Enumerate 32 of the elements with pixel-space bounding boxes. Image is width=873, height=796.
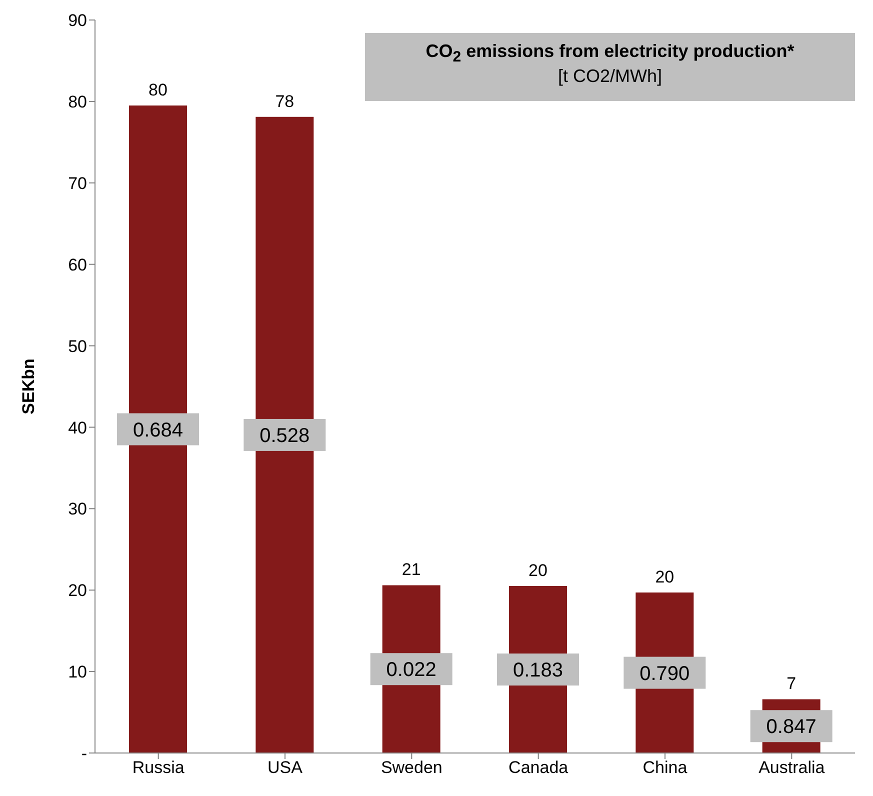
data-label: 7 bbox=[786, 674, 796, 694]
annotation: CO$_{2}$ emissions from electricity production* bbox=[424, 41, 796, 66]
y-tick-label: 60 bbox=[68, 255, 87, 274]
y-tick-label: - bbox=[81, 744, 87, 764]
y-tick-label: 50 bbox=[68, 336, 87, 356]
y-tick-label: 70 bbox=[68, 174, 87, 193]
x-tick-label: Sweden bbox=[380, 758, 442, 778]
note-box: CO$_{2}$ emissions from electricity production* [t CO2/MWh] bbox=[365, 33, 855, 101]
annotation: 0.684 bbox=[132, 419, 184, 442]
data-label: 20 bbox=[528, 561, 548, 580]
x-tick-label: Russia bbox=[132, 758, 185, 778]
data-label: 21 bbox=[402, 560, 421, 580]
y-tick-label: 20 bbox=[68, 581, 87, 600]
y-axis-title: SEKbn bbox=[19, 358, 38, 414]
annotation: [t CO2/MWh] bbox=[556, 66, 663, 87]
data-label: 80 bbox=[148, 80, 168, 100]
annotation: 0.790 bbox=[640, 662, 690, 685]
y-tick-label: 10 bbox=[68, 662, 87, 682]
y-tick-label: 30 bbox=[68, 500, 87, 519]
data-label: 78 bbox=[275, 92, 294, 111]
annotation: 0.847 bbox=[766, 716, 816, 738]
y-tick-label: 40 bbox=[68, 418, 87, 438]
x-tick-label: Australia bbox=[758, 758, 826, 778]
y-tick-label: 90 bbox=[68, 11, 87, 30]
x-tick-label: China bbox=[642, 758, 688, 778]
data-label: 20 bbox=[655, 568, 674, 587]
annotation: 0.183 bbox=[512, 660, 564, 682]
x-tick-label: USA bbox=[268, 758, 304, 778]
x-tick-label: Canada bbox=[508, 758, 569, 778]
y-tick-label: 80 bbox=[68, 92, 87, 112]
annotation: 0.528 bbox=[260, 424, 310, 447]
annotation: 0.022 bbox=[386, 659, 436, 682]
